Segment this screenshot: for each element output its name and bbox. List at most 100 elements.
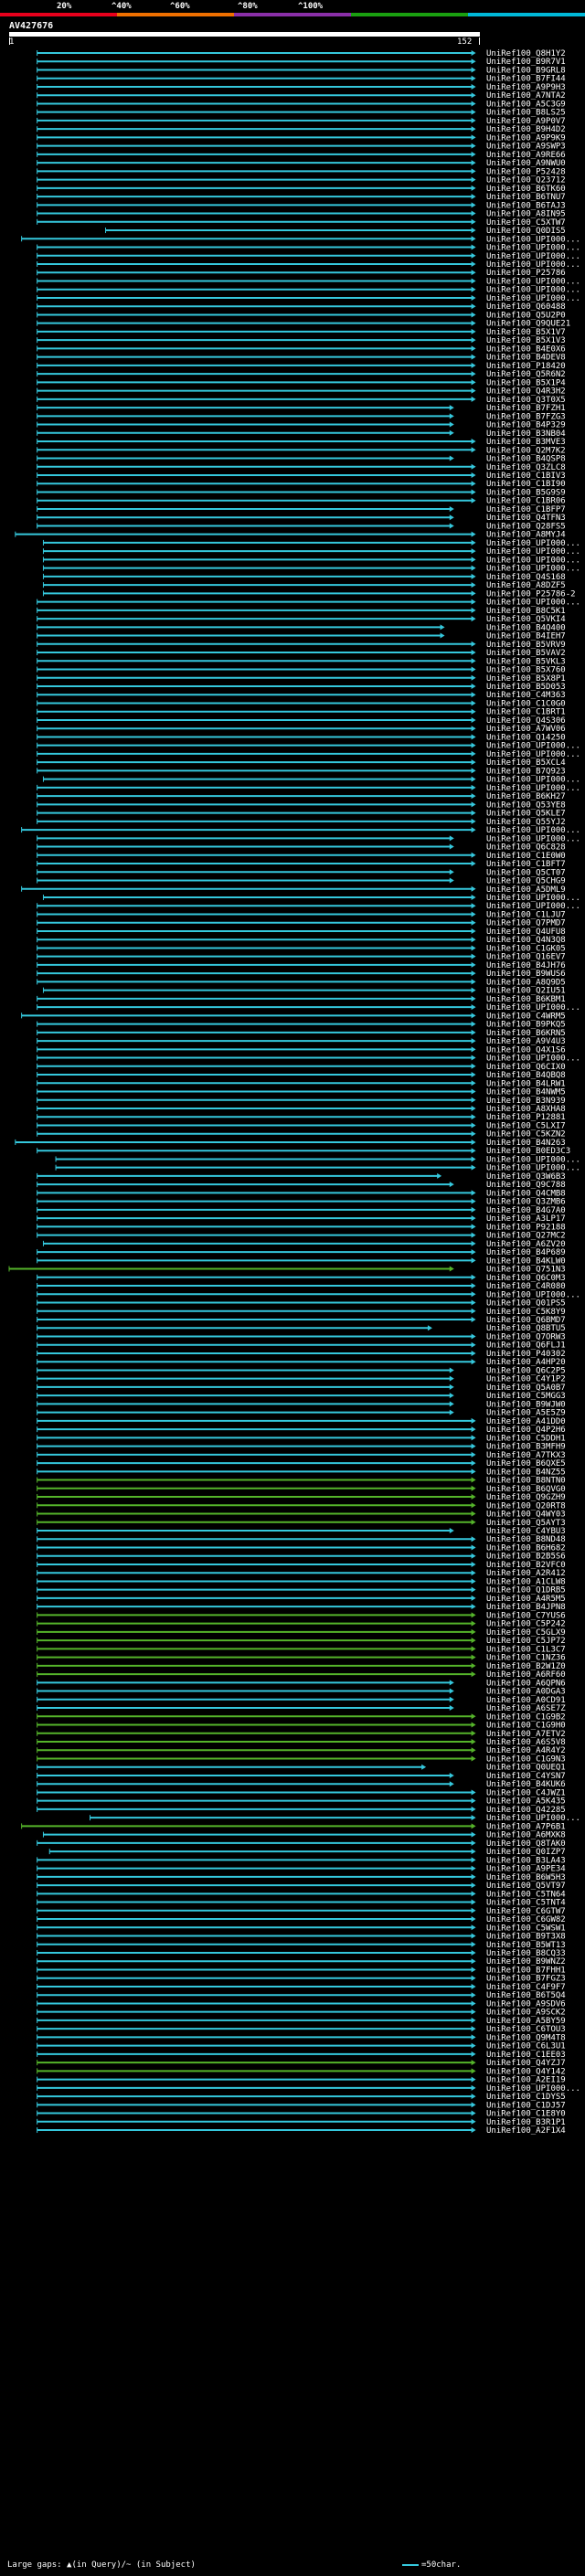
hit-label[interactable]: UniRef100_Q4R3H2 (486, 387, 566, 397)
hit-label[interactable]: UniRef100_B6TNU7 (486, 193, 566, 202)
hit-label[interactable]: UniRef100_UPI000... (486, 1164, 580, 1173)
hit-label[interactable]: UniRef100_C5LXI7 (486, 1121, 566, 1130)
hit-label[interactable]: UniRef100_Q6FLJ1 (486, 1341, 566, 1351)
hit-label[interactable]: UniRef100_Q4WY03 (486, 1511, 566, 1520)
hit-label[interactable]: UniRef100_A9SDV6 (486, 1999, 566, 2009)
hit-label[interactable]: UniRef100_Q53YE8 (486, 800, 566, 810)
hit-label[interactable]: UniRef100_C5GLX9 (486, 1628, 566, 1638)
hit-label[interactable]: UniRef100_Q3ZMB6 (486, 1198, 566, 1207)
hit-label[interactable]: UniRef100_A7NTA2 (486, 91, 566, 101)
hit-label[interactable]: UniRef100_UPI000... (486, 556, 580, 565)
hit-label[interactable]: UniRef100_UPI000... (486, 244, 580, 253)
hit-label[interactable]: UniRef100_B5X1V3 (486, 336, 566, 345)
hit-label[interactable]: UniRef100_Q7ORW3 (486, 1332, 566, 1341)
hit-label[interactable]: UniRef100_B3NB04 (486, 429, 566, 439)
hit-label[interactable]: UniRef100_B5X1P4 (486, 378, 566, 387)
hit-label[interactable]: UniRef100_A9P9K9 (486, 133, 566, 143)
hit-label[interactable]: UniRef100_Q55YJ2 (486, 818, 566, 827)
hit-label[interactable]: UniRef100_UPI000... (486, 750, 580, 759)
hit-label[interactable]: UniRef100_B8CQ33 (486, 1949, 566, 1958)
hit-label[interactable]: UniRef100_A7P6B1 (486, 1822, 566, 1831)
hit-label[interactable]: UniRef100_A9P9H3 (486, 83, 566, 92)
hit-label[interactable]: UniRef100_B9GRL8 (486, 66, 566, 75)
hit-label[interactable]: UniRef100_B3MVE3 (486, 438, 566, 447)
hit-label[interactable]: UniRef100_Q9M4T8 (486, 2033, 566, 2042)
hit-label[interactable]: UniRef100_UPI000... (486, 252, 580, 261)
hit-label[interactable]: UniRef100_B4NWM5 (486, 1088, 566, 1097)
hit-label[interactable]: UniRef100_Q9C788 (486, 1181, 566, 1190)
hit-label[interactable]: UniRef100_A6QPN6 (486, 1679, 566, 1688)
hit-label[interactable]: UniRef100_A7WV06 (486, 725, 566, 734)
hit-label[interactable]: UniRef100_B7Q923 (486, 767, 566, 776)
hit-label[interactable]: UniRef100_B7FHH1 (486, 1966, 566, 1975)
hit-label[interactable]: UniRef100_Q2IU51 (486, 987, 566, 996)
hit-label[interactable]: UniRef100_C4YSN7 (486, 1772, 566, 1781)
hit-label[interactable]: UniRef100_Q0DIS5 (486, 227, 566, 236)
hit-label[interactable]: UniRef100_C1LJU7 (486, 910, 566, 919)
hit-label[interactable]: UniRef100_Q5VT97 (486, 1882, 566, 1891)
hit-label[interactable]: UniRef100_A2R412 (486, 1569, 566, 1578)
hit-label[interactable]: UniRef100_A5C3G9 (486, 100, 566, 109)
hit-label[interactable]: UniRef100_Q4P2H6 (486, 1426, 566, 1435)
hit-label[interactable]: UniRef100_A5E5Z9 (486, 1409, 566, 1418)
hit-label[interactable]: UniRef100_Q5VKI4 (486, 615, 566, 624)
hit-label[interactable]: UniRef100_C5P242 (486, 1620, 566, 1629)
hit-label[interactable]: UniRef100_UPI000... (486, 294, 580, 303)
hit-label[interactable]: UniRef100_Q14250 (486, 733, 566, 742)
hit-label[interactable]: UniRef100_Q4X1S6 (486, 1045, 566, 1055)
hit-label[interactable]: UniRef100_B9H4D2 (486, 125, 566, 134)
hit-label[interactable]: UniRef100_Q7PMD7 (486, 919, 566, 928)
hit-label[interactable]: UniRef100_A2F1X4 (486, 2126, 566, 2136)
hit-label[interactable]: UniRef100_Q6C828 (486, 843, 566, 853)
hit-label[interactable]: UniRef100_A6MXK8 (486, 1831, 566, 1840)
hit-label[interactable]: UniRef100_B6TAJ3 (486, 201, 566, 210)
hit-label[interactable]: UniRef100_B4NZ55 (486, 1468, 566, 1477)
hit-label[interactable]: UniRef100_C4F9F7 (486, 1983, 566, 1992)
hit-label[interactable]: UniRef100_B4E0X6 (486, 345, 566, 354)
hit-label[interactable]: UniRef100_B6KBM1 (486, 995, 566, 1004)
hit-label[interactable]: UniRef100_Q60488 (486, 302, 566, 312)
hit-label[interactable]: UniRef100_UPI000... (486, 599, 580, 608)
hit-label[interactable]: UniRef100_B8ND48 (486, 1535, 566, 1544)
hit-label[interactable]: UniRef100_B3LA43 (486, 1856, 566, 1865)
hit-label[interactable]: UniRef100_B4Q400 (486, 623, 566, 632)
hit-label[interactable]: UniRef100_UPI000... (486, 2084, 580, 2094)
hit-label[interactable]: UniRef100_Q4S168 (486, 573, 566, 582)
hit-label[interactable]: UniRef100_Q4YZJ7 (486, 2059, 566, 2068)
hit-label[interactable]: UniRef100_B5VAV2 (486, 649, 566, 658)
hit-label[interactable]: UniRef100_A0DGA3 (486, 1688, 566, 1697)
hit-label[interactable]: UniRef100_UPI000... (486, 286, 580, 295)
hit-label[interactable]: UniRef100_B8LS25 (486, 109, 566, 118)
hit-label[interactable]: UniRef100_B4N263 (486, 1139, 566, 1148)
hit-label[interactable]: UniRef100_Q5CHG9 (486, 877, 566, 886)
hit-label[interactable]: UniRef100_UPI000... (486, 834, 580, 843)
hit-label[interactable]: UniRef100_Q2M7K2 (486, 446, 566, 455)
hit-label[interactable]: UniRef100_C1BI90 (486, 480, 566, 489)
hit-label[interactable]: UniRef100_B2B5S6 (486, 1553, 566, 1562)
hit-label[interactable]: UniRef100_B0ED3C3 (486, 1147, 570, 1156)
hit-label[interactable]: UniRef100_B9WJW0 (486, 1400, 566, 1409)
hit-label[interactable]: UniRef100_UPI000... (486, 1003, 580, 1012)
hit-label[interactable]: UniRef100_B6QXE5 (486, 1459, 566, 1468)
hit-label[interactable]: UniRef100_A5DML9 (486, 885, 566, 895)
hit-label[interactable]: UniRef100_UPI000... (486, 277, 580, 286)
hit-label[interactable]: UniRef100_Q5KLE7 (486, 810, 566, 819)
hit-label[interactable]: UniRef100_C4WRM5 (486, 1012, 566, 1021)
hit-label[interactable]: UniRef100_UPI000... (486, 539, 580, 548)
hit-label[interactable]: UniRef100_Q1DRB5 (486, 1586, 566, 1595)
hit-label[interactable]: UniRef100_UPI000... (486, 235, 580, 244)
hit-label[interactable]: UniRef100_UPI000... (486, 1814, 580, 1823)
hit-label[interactable]: UniRef100_P25786-2 (486, 589, 576, 599)
hit-label[interactable]: UniRef100_A8DZF5 (486, 581, 566, 590)
hit-label[interactable]: UniRef100_C1G9N3 (486, 1754, 566, 1764)
hit-label[interactable]: UniRef100_B7FI44 (486, 75, 566, 84)
hit-label[interactable]: UniRef100_C1E8Y0 (486, 2110, 566, 2119)
hit-label[interactable]: UniRef100_B5X760 (486, 666, 566, 675)
hit-label[interactable]: UniRef100_A5BY59 (486, 2017, 566, 2026)
hit-label[interactable]: UniRef100_C6TOU3 (486, 2025, 566, 2034)
hit-label[interactable]: UniRef100_C5WSW1 (486, 1924, 566, 1933)
hit-label[interactable]: UniRef100_Q8TAK0 (486, 1839, 566, 1849)
hit-label[interactable]: UniRef100_Q5CT07 (486, 868, 566, 877)
hit-label[interactable]: UniRef100_A0CD91 (486, 1696, 566, 1705)
hit-label[interactable]: UniRef100_B5WT13 (486, 1941, 566, 1950)
